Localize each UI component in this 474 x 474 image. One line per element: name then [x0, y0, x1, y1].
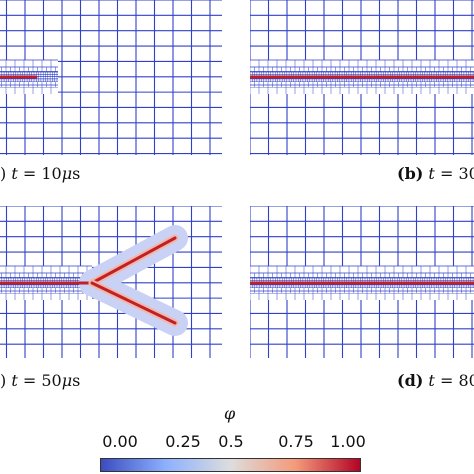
colorbar-label: φ: [224, 404, 236, 423]
caption-c: ) t = 50μs: [0, 371, 81, 390]
panel-b-mesh: [250, 0, 474, 155]
colorbar-tick-1: 0.25: [165, 432, 201, 451]
caption-a: ) t = 10μs: [0, 164, 81, 183]
caption-b: (b) t = 30: [397, 164, 474, 183]
colorbar-gradient: [100, 458, 361, 472]
panel-c-mesh: [0, 206, 222, 358]
colorbar-tick-0: 0.00: [102, 432, 138, 451]
colorbar-tick-3: 0.75: [278, 432, 314, 451]
caption-d: (d) t = 80: [397, 371, 474, 390]
panel-d-mesh: [250, 206, 474, 358]
crack-branch: [90, 281, 177, 325]
colorbar-tick-4: 1.00: [330, 432, 366, 451]
panel-a-mesh: [0, 0, 222, 155]
crack-branch: [90, 236, 177, 285]
colorbar-tick-2: 0.5: [218, 432, 244, 451]
